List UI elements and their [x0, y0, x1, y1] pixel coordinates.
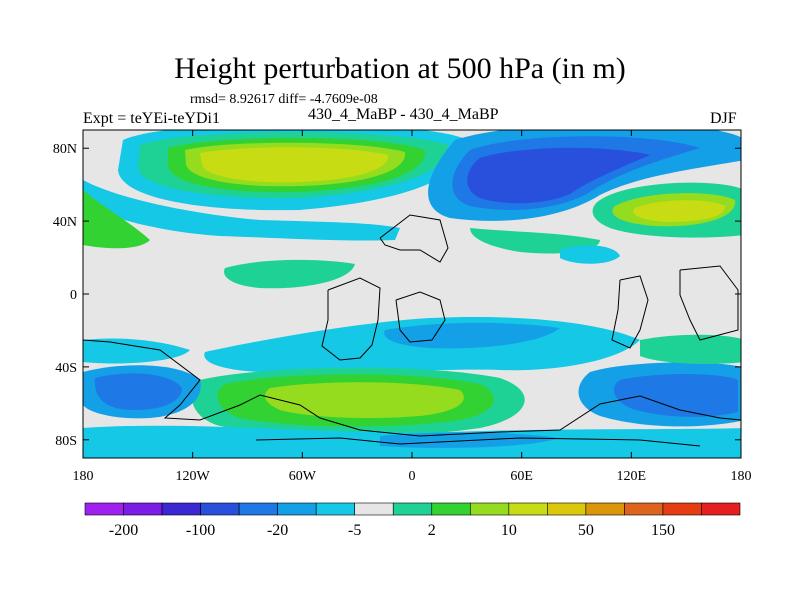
contour-s-west-pos — [83, 338, 190, 364]
coastline-australia — [255, 437, 701, 447]
map-panel: 180 120W 60W 0 60E 120E 180 80N 40N 0 40S 80S — [53, 129, 752, 484]
coastline-south-america — [321, 277, 381, 361]
colorbar-label: -200 — [109, 522, 138, 539]
colorbar-label: -5 — [348, 522, 361, 539]
coastline-antarctica — [83, 339, 741, 437]
season-label: DJF — [710, 110, 737, 127]
x-tick-label: 180 — [73, 469, 94, 484]
colorbar-swatch — [238, 502, 278, 516]
colorbar-swatch — [431, 502, 471, 516]
coastline-north-america — [379, 214, 449, 263]
coastline-pacific — [679, 265, 739, 341]
contour-s-trop-neg2 — [384, 322, 560, 349]
contour-nw-band — [83, 180, 400, 241]
colorbar-swatch — [662, 502, 702, 516]
colorbar-swatch — [508, 502, 548, 516]
contour-midlat-neg — [560, 245, 620, 264]
x-tick-label: 0 — [409, 469, 416, 484]
contour-midlat-pos — [470, 228, 600, 254]
colorbar-swatch — [161, 502, 201, 516]
colorbar-swatch — [315, 502, 356, 516]
colorbar-swatch — [547, 502, 587, 516]
y-tick-label: 40S — [55, 361, 77, 376]
plot-title: Height perturbation at 500 hPa (in m) — [174, 52, 626, 85]
x-tick-label: 120E — [617, 469, 647, 484]
colorbar-swatch — [354, 502, 394, 516]
y-axis-ticks: 80N 40N 0 40S 80S — [53, 142, 741, 449]
colorbar-swatch — [123, 502, 163, 516]
colorbar: -200 -100 -20 -5 2 10 50 150 — [84, 502, 741, 539]
colorbar-swatch — [469, 502, 510, 516]
case-label: 430_4_MaBP - 430_4_MaBP — [308, 106, 499, 123]
coastlines — [83, 214, 741, 447]
contour-n-pos-peak — [200, 147, 389, 183]
x-tick-label: 120W — [176, 469, 211, 484]
contour-sw-neg-inner — [94, 373, 182, 410]
colorbar-swatch — [84, 502, 124, 516]
colorbar-swatch — [277, 502, 317, 516]
colorbar-swatch — [200, 502, 240, 516]
colorbar-label: 2 — [428, 522, 436, 539]
x-axis-ticks: 180 120W 60W 0 60E 120E 180 — [73, 130, 752, 484]
colorbar-swatch — [585, 502, 625, 516]
colorbar-swatch — [392, 502, 433, 516]
colorbar-label: 10 — [501, 522, 517, 539]
coastline-africa-shape — [395, 291, 446, 343]
y-tick-label: 0 — [70, 288, 77, 303]
colorbar-label: -100 — [186, 522, 215, 539]
colorbar-swatch — [624, 502, 664, 516]
x-tick-label: 60E — [510, 469, 533, 484]
contour-tropic-pos — [224, 259, 355, 289]
contour-s-east-pos — [640, 334, 741, 364]
x-tick-label: 180 — [731, 469, 752, 484]
coastline-asia — [611, 275, 649, 349]
y-tick-label: 80S — [55, 434, 77, 449]
x-tick-label: 60W — [289, 469, 317, 484]
colorbar-label: -20 — [267, 522, 288, 539]
experiment-label: Expt = teYEi-teYDi1 — [83, 110, 220, 127]
contour-n-neg-core — [467, 147, 650, 204]
contour-s-pos-50 — [264, 382, 464, 418]
contour-se-neg-inner — [614, 374, 738, 417]
y-tick-label: 80N — [53, 142, 77, 157]
contour-ne-pos-peak — [633, 200, 725, 222]
contour-fills — [83, 130, 741, 458]
stats-label: rmsd= 8.92617 diff= -4.7609e-08 — [190, 92, 378, 107]
y-tick-label: 40N — [53, 215, 77, 230]
contour-nw-pos — [83, 190, 150, 249]
colorbar-label: 50 — [578, 522, 594, 539]
colorbar-label: 150 — [651, 522, 675, 539]
colorbar-swatch — [701, 502, 741, 516]
